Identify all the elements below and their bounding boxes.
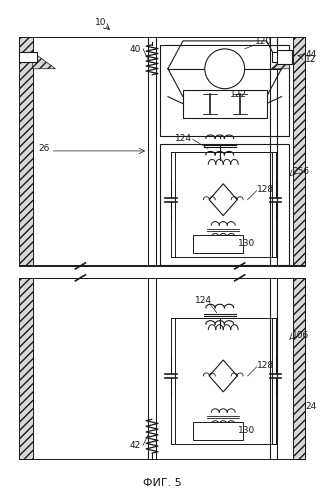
Polygon shape [272,52,289,69]
Text: 122: 122 [230,90,247,99]
Text: 42: 42 [129,441,140,450]
Text: 24: 24 [306,402,317,411]
Polygon shape [32,52,55,69]
Text: 130: 130 [238,426,255,435]
Text: 130: 130 [238,239,255,248]
Bar [18,37,306,265]
Bar [160,45,289,137]
Bar [175,318,272,444]
Text: 12: 12 [306,55,317,64]
Text: 256: 256 [293,167,309,176]
Text: 40: 40 [129,45,141,54]
Bar [183,90,267,118]
Bar [294,37,306,265]
Text: 120: 120 [255,37,272,46]
Bar [272,52,289,62]
Text: 128: 128 [257,361,274,370]
Bar [18,37,32,265]
Text: 106: 106 [293,331,310,340]
Text: 124: 124 [195,296,212,305]
Bar [193,235,243,253]
Text: ФИГ. 5: ФИГ. 5 [143,478,181,488]
Bar [193,422,243,440]
Text: 128: 128 [257,185,274,194]
Bar [160,144,289,265]
Circle shape [205,49,245,89]
Text: 26: 26 [39,144,50,153]
Bar [18,52,37,62]
Bar [18,278,306,459]
Text: 10: 10 [95,18,107,27]
Text: 124: 124 [175,134,192,144]
Bar [18,278,32,459]
Bar [294,278,306,459]
Text: 44: 44 [306,50,317,59]
Bar [276,50,293,64]
Bar [175,152,272,257]
